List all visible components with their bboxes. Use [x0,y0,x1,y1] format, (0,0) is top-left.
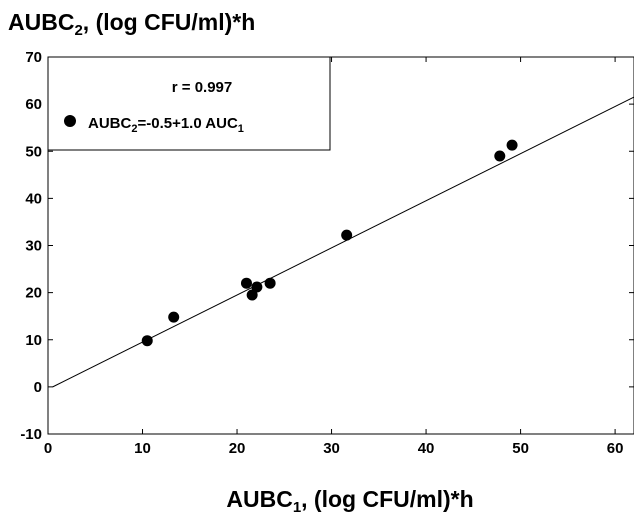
y-tick-label: 0 [34,379,42,396]
y-tick-label: 10 [25,332,42,349]
x-tick-label: 0 [44,440,52,457]
x-tick-label: 10 [134,440,151,457]
data-points [141,139,518,347]
x-tick-label: 50 [512,440,529,457]
legend-box [47,56,331,151]
y-axis-title: AUBC2, (log CFU/ml)*h [8,9,255,39]
data-point-0 [141,335,153,347]
x-tick-label: 40 [418,440,435,457]
legend-r-value: r = 0.997 [172,79,232,96]
y-tick-label: 70 [25,49,42,66]
y-tick-label: -10 [20,426,42,443]
x-tick-label: 60 [607,440,624,457]
y-axis-ticks: -10 0 10 20 30 40 50 60 70 [20,49,634,443]
x-axis-title: AUBC1, (log CFU/ml)*h [226,486,473,514]
y-tick-label: 30 [25,238,42,255]
legend-marker [64,115,76,127]
y-tick-label: 20 [25,285,42,302]
data-point-4 [251,281,263,293]
x-tick-label: 30 [323,440,340,457]
data-point-6 [341,229,353,241]
y-tick-label: 50 [25,143,42,160]
data-point-7 [494,150,506,162]
data-point-1 [168,311,180,323]
data-point-8 [506,139,518,151]
x-axis-ticks: 0 10 20 30 40 50 60 [44,57,624,457]
legend-equation: AUBC2=-0.5+1.0 AUC1 [88,115,244,135]
data-point-2 [240,277,252,289]
y-tick-label: 60 [25,96,42,113]
data-point-3 [246,289,258,301]
y-tick-label: 40 [25,190,42,207]
x-tick-label: 20 [229,440,246,457]
data-point-5 [264,277,276,289]
